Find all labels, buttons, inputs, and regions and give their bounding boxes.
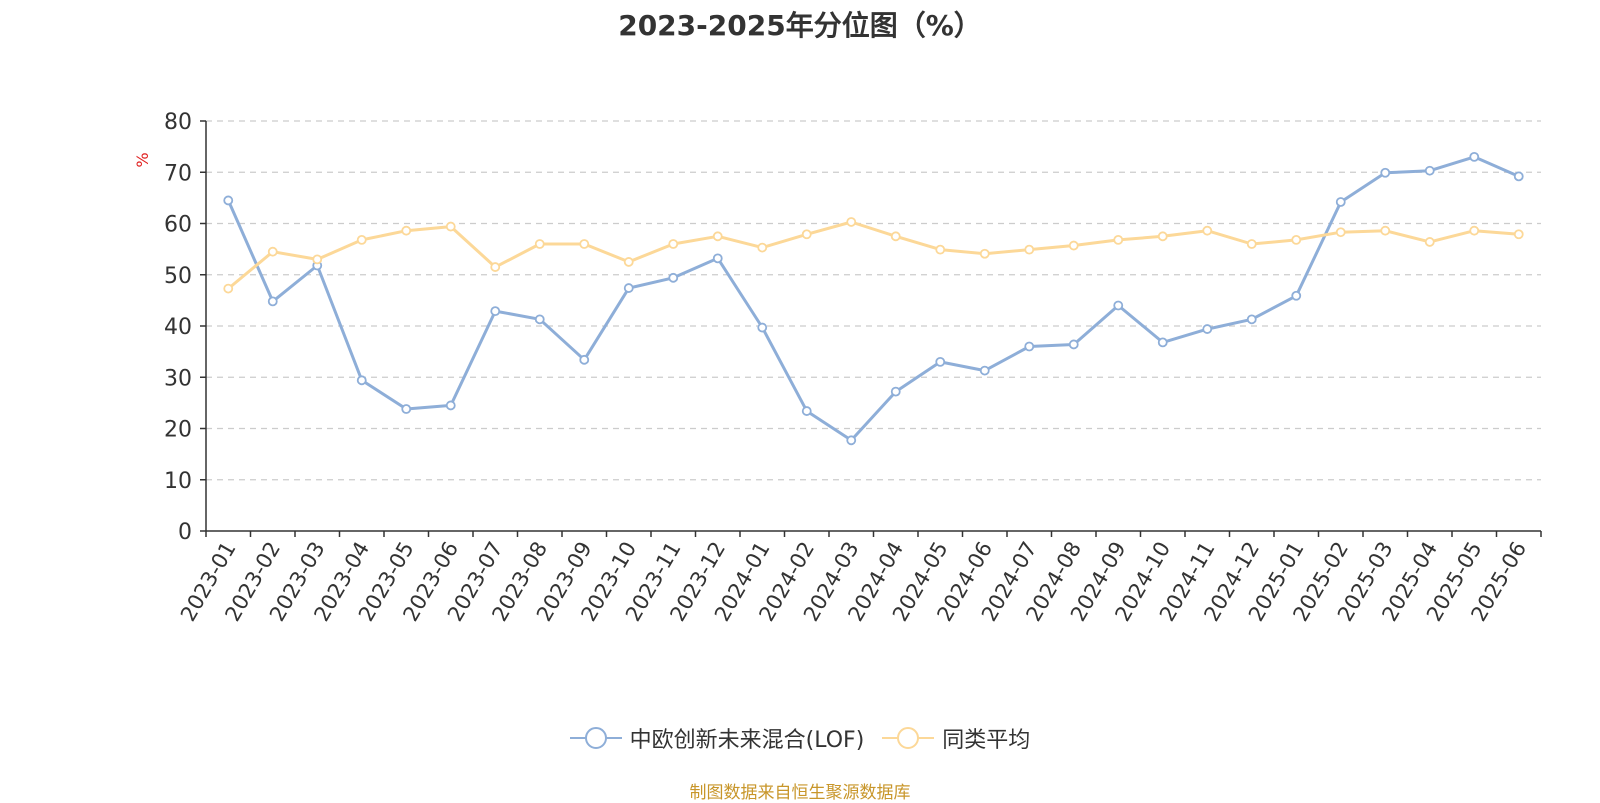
data-point-series-1	[1068, 240, 1079, 251]
data-point-series-1	[979, 248, 990, 259]
data-point-series-0	[490, 306, 501, 317]
data-point-series-1	[890, 231, 901, 242]
data-point-series-1	[223, 283, 234, 294]
legend-item-fund[interactable]: 中欧创新未来混合(LOF)	[569, 722, 865, 754]
y-tick-label: 50	[164, 264, 192, 289]
source-note: 制图数据来自恒生聚源数据库	[689, 783, 911, 803]
data-point-series-1	[1513, 229, 1524, 240]
data-point-series-1	[1202, 225, 1213, 236]
legend-label-peer-average: 同类平均	[942, 728, 1031, 753]
data-point-series-1	[668, 239, 679, 249]
legend-item-peer-average[interactable]: 同类平均	[882, 722, 1030, 754]
data-point-series-0	[356, 375, 367, 386]
data-point-series-0	[1202, 324, 1213, 334]
y-tick-label: 40	[164, 315, 192, 340]
data-point-series-1	[312, 254, 323, 265]
data-point-series-1	[534, 239, 545, 249]
data-point-series-0	[846, 435, 857, 446]
data-point-series-1	[623, 257, 634, 267]
data-point-series-1	[1291, 234, 1302, 245]
data-point-series-1	[267, 246, 278, 257]
y-tick-label: 0	[178, 520, 192, 545]
data-point-series-1	[1380, 225, 1391, 236]
data-point-series-1	[712, 231, 723, 242]
data-point-series-1	[1157, 231, 1168, 242]
data-point-series-1	[490, 262, 501, 272]
data-point-series-0	[1157, 337, 1168, 348]
data-point-series-0	[1113, 300, 1124, 311]
data-point-series-0	[579, 354, 590, 365]
data-point-series-1	[1335, 227, 1346, 238]
data-point-series-0	[1380, 167, 1391, 178]
data-point-series-0	[801, 406, 812, 416]
data-point-series-1	[1424, 237, 1435, 247]
y-tick-label: 10	[164, 469, 192, 494]
y-tick-label: 60	[164, 213, 192, 238]
data-point-series-0	[223, 195, 234, 206]
legend-swatch-peer-average	[882, 727, 935, 749]
data-point-series-1	[1024, 244, 1035, 255]
data-point-series-1	[757, 242, 768, 253]
data-point-series-1	[846, 217, 857, 227]
data-point-series-0	[1246, 314, 1257, 325]
data-point-series-0	[1068, 339, 1079, 350]
data-point-series-1	[356, 234, 367, 245]
data-point-series-0	[1291, 290, 1302, 301]
data-point-series-1	[401, 225, 412, 236]
data-point-series-0	[267, 296, 278, 307]
data-point-series-1	[1469, 225, 1480, 236]
data-point-series-0	[1024, 341, 1035, 352]
data-point-series-1	[1246, 239, 1257, 249]
legend-swatch-fund	[569, 727, 622, 749]
data-point-series-0	[401, 404, 412, 414]
data-point-series-0	[1424, 165, 1435, 176]
y-tick-label: 70	[164, 161, 192, 186]
y-tick-label: 80	[164, 110, 192, 135]
data-point-series-0	[445, 400, 456, 411]
data-point-series-1	[579, 239, 590, 249]
data-point-series-0	[935, 356, 946, 367]
data-point-series-1	[445, 221, 456, 232]
legend-label-fund: 中欧创新未来混合(LOF)	[629, 728, 865, 753]
data-point-series-0	[712, 253, 723, 264]
data-point-series-0	[623, 283, 634, 293]
data-point-series-0	[979, 365, 990, 376]
data-point-series-0	[757, 322, 768, 333]
y-tick-label: 20	[164, 418, 192, 443]
y-tick-label: 30	[164, 366, 192, 391]
data-point-series-0	[1513, 171, 1524, 182]
data-point-series-0	[668, 272, 679, 283]
data-point-series-0	[890, 386, 901, 397]
axes: 010203040506070802023-012023-022023-0320…	[164, 110, 1542, 625]
data-point-series-1	[1113, 234, 1124, 245]
y-axis-unit-label: %	[133, 152, 152, 167]
data-point-series-1	[935, 244, 946, 255]
series-line-1	[227, 220, 1519, 290]
data-point-series-1	[801, 229, 812, 240]
data-point-series-0	[534, 314, 545, 325]
legend: 中欧创新未来混合(LOF) 同类平均	[0, 722, 1600, 754]
chart-title: 2023-2025年分位图（%）	[618, 9, 982, 42]
data-point-series-0	[1469, 151, 1480, 162]
data-point-series-0	[1335, 197, 1346, 207]
series-lines	[223, 151, 1524, 446]
gridlines	[206, 120, 1541, 481]
series-line-0	[226, 155, 1520, 442]
